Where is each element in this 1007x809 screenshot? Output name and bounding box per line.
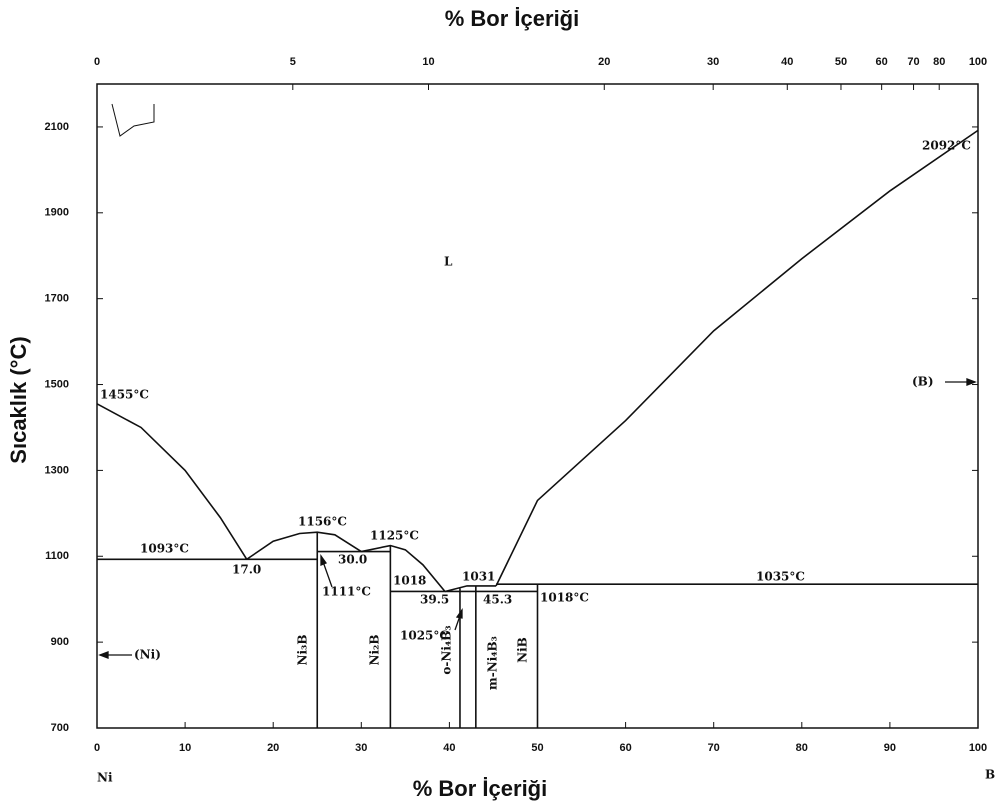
- x-axis-label: % Bor İçeriği: [413, 776, 547, 801]
- chart-title: % Bor İçeriği: [445, 6, 579, 31]
- x-tick-label: 80: [796, 742, 808, 754]
- x2-tick-label: 20: [598, 56, 610, 68]
- annotation: Ni₃B: [296, 635, 310, 666]
- annotation: m-Ni₄B₃: [486, 636, 500, 690]
- x-tick-label: 100: [969, 742, 987, 754]
- annotation: (B): [912, 375, 934, 389]
- y-tick-label: 1700: [45, 293, 69, 305]
- x-tick-label: 30: [355, 742, 367, 754]
- x-tick-label: 10: [179, 742, 191, 754]
- x2-tick-label: 40: [781, 56, 793, 68]
- annotation: 2092°C: [922, 139, 971, 153]
- annotation: Ni₂B: [368, 635, 382, 666]
- y-tick-label: 900: [51, 636, 69, 648]
- x2-tick-label: 10: [422, 56, 434, 68]
- annotation: (Ni): [134, 648, 161, 662]
- x-tick-label: 0: [94, 742, 100, 754]
- x-tick-label: 50: [531, 742, 543, 754]
- annotation: 1156°C: [298, 515, 347, 529]
- phase-line: [444, 585, 497, 593]
- y-tick-label: 1500: [45, 378, 69, 390]
- x2-tick-label: 50: [835, 56, 847, 68]
- annotation: 39.5: [420, 593, 449, 607]
- annotation: 1025°C: [400, 629, 449, 643]
- annotation: Ni: [97, 771, 113, 785]
- annotation: 45.3: [483, 593, 512, 607]
- annotation: o-Ni₄B₃: [440, 625, 454, 674]
- y-axis-label: Sıcaklık (°C): [6, 336, 31, 463]
- y-tick-label: 2100: [45, 121, 69, 133]
- annotation: 30.0: [338, 553, 367, 567]
- y-tick-label: 1900: [45, 207, 69, 219]
- annotation: 1018: [393, 574, 426, 588]
- annotation: L: [444, 255, 453, 269]
- x2-tick-label: 100: [969, 56, 987, 68]
- x2-tick-label: 70: [907, 56, 919, 68]
- x-tick-label: 90: [884, 742, 896, 754]
- y-tick-label: 700: [51, 722, 69, 734]
- x-tick-label: 60: [619, 742, 631, 754]
- annotation: B: [985, 768, 995, 782]
- y-tick-label: 1100: [45, 550, 69, 562]
- phase-line: [96, 403, 248, 560]
- annotation: 1455°C: [100, 388, 149, 402]
- phase-line: [246, 531, 362, 560]
- annotation: 17.0: [232, 563, 261, 577]
- x2-tick-label: 80: [933, 56, 945, 68]
- annotation: 1125°C: [370, 529, 419, 543]
- annotation: 1018°C: [540, 591, 589, 605]
- annotation: NiB: [516, 637, 530, 663]
- x-tick-label: 40: [443, 742, 455, 754]
- x2-tick-label: 5: [290, 56, 296, 68]
- x2-tick-label: 0: [94, 56, 100, 68]
- x-tick-label: 20: [267, 742, 279, 754]
- y-tick-label: 1300: [45, 464, 69, 476]
- annotation: 1111°C: [322, 585, 371, 599]
- annotation: 1093°C: [140, 542, 189, 556]
- x2-tick-label: 30: [707, 56, 719, 68]
- phase-line: [361, 544, 446, 592]
- x2-tick-label: 60: [876, 56, 888, 68]
- phase-line: [495, 129, 979, 587]
- annotation: 1035°C: [756, 570, 805, 584]
- x-tick-label: 70: [708, 742, 720, 754]
- annotation: 1031: [462, 570, 495, 584]
